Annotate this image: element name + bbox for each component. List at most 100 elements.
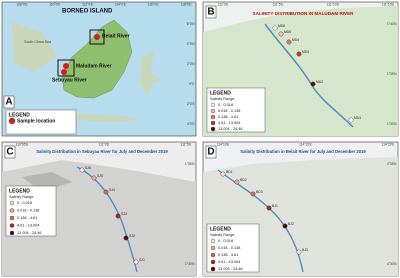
station <box>286 39 292 45</box>
station <box>133 259 139 265</box>
station <box>266 205 272 211</box>
legend-title: LEGEND <box>210 90 231 96</box>
legend-swatch <box>9 208 15 213</box>
legend-item: Sample location <box>17 118 55 124</box>
borneo <box>61 19 133 99</box>
legend-item: 0.138 - 4.61 <box>218 253 238 257</box>
panel-title: BORNEO ISLAND <box>62 9 113 15</box>
station <box>220 171 226 177</box>
legend-swatch <box>210 259 216 265</box>
place-label: Maludam River <box>76 63 112 69</box>
station <box>282 223 288 229</box>
station <box>79 167 85 173</box>
station-label: SJ2 <box>129 234 135 238</box>
legend-title: LEGEND <box>9 112 30 118</box>
legend-swatch <box>210 114 216 120</box>
y-tick-label: 0°0' <box>189 82 195 86</box>
station <box>91 175 97 181</box>
station <box>250 191 256 197</box>
legend-title: LEGEND <box>210 226 231 232</box>
y-tick-label: 1°30'N <box>185 262 195 266</box>
terrain <box>22 172 72 192</box>
legend-item: 13.004 - 24.46 <box>17 231 42 235</box>
y-tick-label: 2°0'N <box>187 62 195 66</box>
legend-item: 0 - 0.018 <box>17 201 32 205</box>
panel-a: 108°0'E 110°0'E 112°0'E 114°0'E 116°0'E 118°0… <box>1 1 197 137</box>
land <box>70 114 142 122</box>
station-label: SJ1 <box>139 258 145 262</box>
place-label: Belait River <box>102 33 130 39</box>
station-label: MD2 <box>316 80 323 84</box>
inset-box <box>57 59 75 77</box>
station <box>348 117 354 123</box>
station <box>115 213 121 219</box>
legend-swatch <box>9 223 15 228</box>
river <box>264 23 354 128</box>
station-label: SJ5 <box>97 174 103 178</box>
y-tick-label: 4°35'N <box>387 162 397 166</box>
station-label: MD1 <box>354 116 361 120</box>
x-tick-label: 111°5'E <box>273 2 284 6</box>
y-tick-label: 2°0'S <box>187 102 195 106</box>
place-label: Sebuyau River <box>52 77 87 83</box>
site <box>61 69 67 75</box>
legend-item: 0.138 - 4.61 <box>218 115 238 119</box>
panel-b: 111°0'E 111°5'E 111°10'E 111°15'E 1°40'N 1°35… <box>202 1 399 137</box>
x-tick-label: 111°5'E <box>181 142 192 146</box>
legend-item: 0.138 - 4.61 <box>17 216 37 220</box>
panel-c: 110°55'E 111°0'E 111°5'E 1°35'N 1°30'N C Salin… <box>1 141 197 277</box>
legend-item: 0 - 0.018 <box>218 239 233 243</box>
panel-d: 114°10'E 114°15'E 114°20'E 4°35'N 4°30'N D Sal… <box>202 141 399 277</box>
x-tick-label: 111°10'E <box>327 2 339 6</box>
x-tick-label: 112°0'E <box>82 2 93 6</box>
panel-title: SALINITY DISTRIBUTION IN MALUDAM RIVER <box>253 11 355 16</box>
station <box>296 51 302 57</box>
place-label: South China Sea <box>24 40 51 44</box>
y-tick-label: 1°35'N <box>185 162 195 166</box>
site <box>94 34 100 40</box>
legend-item: 4.61 - 13.004 <box>218 121 240 125</box>
legend-swatch <box>9 215 15 221</box>
legend-item: 4.61 - 13.004 <box>17 224 39 228</box>
x-tick-label: 114°10'E <box>217 142 230 146</box>
station-label: BD3 <box>256 190 263 194</box>
legend-item: 4.61 - 13.004 <box>218 260 240 264</box>
x-tick-label: 114°15'E <box>299 142 312 146</box>
land <box>140 52 162 97</box>
letter-box <box>4 145 16 159</box>
x-tick-label: 118°0'E <box>181 2 192 6</box>
site <box>63 63 69 69</box>
station-label: BD1 <box>226 170 233 174</box>
legend-swatch <box>210 108 216 114</box>
letter-box <box>3 95 15 109</box>
station <box>278 31 284 37</box>
legend-item: 0.018 - 0.138 <box>17 209 39 213</box>
panel-letter: C <box>6 147 13 158</box>
land <box>12 22 57 72</box>
x-tick-label: 110°0'E <box>49 2 60 6</box>
panel-letter: D <box>207 147 214 158</box>
panel-title: Salinity Distribution in Belait River fo… <box>240 149 366 154</box>
legend-title: LEGEND <box>9 188 30 194</box>
legend-swatch <box>210 238 216 244</box>
station-label: BJ3 <box>302 248 308 252</box>
station-label: BD2 <box>240 178 247 182</box>
x-tick-label: 111°15'E <box>382 2 394 6</box>
y-tick-label: 1°35'N <box>387 72 397 76</box>
letter-box <box>205 5 217 19</box>
panel-letter: B <box>207 7 214 18</box>
legend-swatch <box>210 126 216 132</box>
station-label: MD4 <box>292 38 299 42</box>
legend-swatch <box>210 252 216 258</box>
panel-letter: A <box>5 97 12 108</box>
station-label: SJ6 <box>85 166 91 170</box>
y-tick-label: 4°0'S <box>187 122 195 126</box>
x-tick-label: 111°0'E <box>99 142 110 146</box>
legend-subtitle: Salinity Range <box>210 233 234 237</box>
legend-swatch <box>210 120 216 126</box>
legend-box <box>5 185 57 237</box>
station-label: MD5 <box>284 30 291 34</box>
x-tick-label: 116°0'E <box>148 2 159 6</box>
x-tick-label: 114°20'E <box>382 142 395 146</box>
